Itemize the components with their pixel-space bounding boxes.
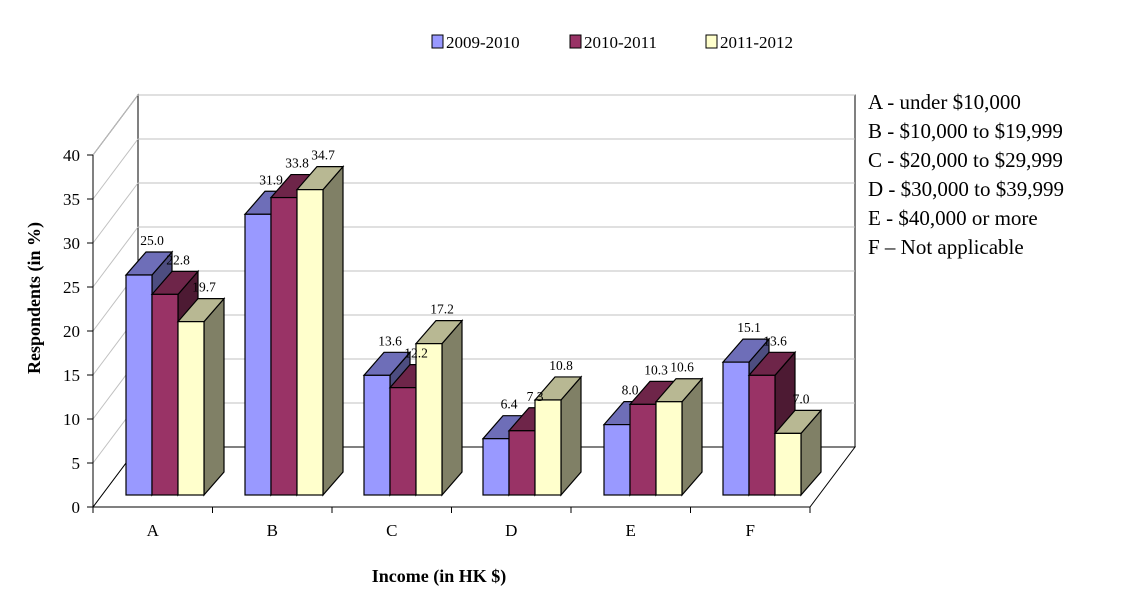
y-tick-label: 35 [63, 190, 80, 209]
gridline [92, 138, 139, 200]
y-tick-label: 20 [63, 322, 80, 341]
data-label: 6.4 [501, 397, 518, 412]
bars [124, 165, 823, 497]
bar-front [389, 387, 417, 496]
bar-side [322, 165, 344, 497]
data-label: 12.2 [404, 346, 428, 361]
x-axis-title: Income (in HK $) [372, 566, 507, 587]
category-key-line: E - $40,000 or more [868, 206, 1038, 230]
legend: 2009-2010 2010-2011 2011-2012 [431, 33, 793, 52]
bar-side [441, 319, 463, 497]
bar-F-2011-2012 [773, 408, 823, 497]
data-label: 13.6 [763, 333, 787, 348]
legend-swatch [431, 34, 444, 49]
legend-swatch [569, 34, 582, 49]
data-label: 8.0 [622, 383, 639, 398]
category-key-line: A - under $10,000 [868, 90, 1021, 114]
bar-front [363, 374, 391, 496]
income-category-key: A - under $10,000 B - $10,000 to $19,999 C… [868, 90, 1064, 259]
bar-front [270, 196, 298, 496]
data-label: 10.6 [670, 360, 694, 375]
bar-front [296, 189, 324, 496]
y-tick-label: 0 [72, 498, 81, 517]
x-tick-label: C [386, 521, 397, 540]
y-tick-label: 10 [63, 410, 80, 429]
data-label: 13.6 [378, 333, 402, 348]
data-label: 31.9 [259, 172, 283, 187]
gridline [92, 226, 139, 288]
category-key-line: F – Not applicable [868, 235, 1024, 259]
category-key-line: D - $30,000 to $39,999 [868, 177, 1064, 201]
bar-front [603, 424, 631, 496]
data-label: 10.8 [549, 358, 573, 373]
bar-front [722, 361, 750, 496]
bar-E-2011-2012 [654, 377, 704, 497]
bar-C-2011-2012 [414, 319, 464, 497]
x-tick-label: F [746, 521, 755, 540]
x-tick-label: D [505, 521, 517, 540]
bar-front [177, 321, 205, 496]
category-key-line: B - $10,000 to $19,999 [868, 119, 1063, 143]
y-axis: 0 5 10 15 20 25 30 35 40 [63, 146, 94, 517]
gridline [92, 182, 139, 244]
bar-front [151, 293, 179, 496]
legend-item-2010-2011: 2010-2011 [569, 33, 657, 52]
bar-front [415, 343, 443, 496]
bar-front [748, 374, 776, 496]
data-label: 34.7 [311, 148, 335, 163]
data-labels: 25.022.819.731.933.834.713.612.217.26.47… [140, 148, 810, 412]
y-tick-label: 5 [72, 454, 81, 473]
x-tick-label: A [147, 521, 160, 540]
data-label: 25.0 [140, 233, 164, 248]
x-tick-label: B [267, 521, 278, 540]
bar-front [655, 401, 683, 496]
legend-item-2011-2012: 2011-2012 [705, 33, 793, 52]
bar-front [774, 432, 802, 496]
data-label: 7.3 [527, 389, 544, 404]
data-label: 19.7 [192, 280, 216, 295]
y-axis-title: Respondents (in %) [24, 222, 45, 374]
legend-swatch [705, 34, 718, 49]
y-tick-label: 25 [63, 278, 80, 297]
data-label: 17.2 [430, 302, 454, 317]
legend-label: 2009-2010 [446, 33, 520, 52]
data-label: 15.1 [737, 320, 761, 335]
bar-front [534, 399, 562, 496]
legend-label: 2010-2011 [584, 33, 657, 52]
y-tick-label: 30 [63, 234, 80, 253]
data-label: 7.0 [793, 391, 810, 406]
x-tick-label: E [626, 521, 636, 540]
bar-front [244, 213, 272, 496]
x-axis: A B C D E F [92, 506, 811, 540]
y-tick-label: 40 [63, 146, 80, 165]
bar-side [203, 297, 225, 497]
data-label: 22.8 [166, 252, 190, 267]
bar-D-2011-2012 [533, 375, 583, 497]
data-label: 10.3 [644, 362, 668, 377]
bar-B-2011-2012 [295, 165, 345, 497]
y-tick-label: 15 [63, 366, 80, 385]
legend-item-2009-2010: 2009-2010 [431, 33, 520, 52]
bar-front [125, 274, 153, 496]
bar-front [482, 438, 510, 496]
gridline [92, 94, 139, 156]
category-key-line: C - $20,000 to $29,999 [868, 148, 1063, 172]
bar-A-2011-2012 [176, 297, 226, 497]
legend-label: 2011-2012 [720, 33, 793, 52]
bar-front [508, 430, 536, 496]
data-label: 33.8 [285, 156, 309, 171]
bar-front [629, 403, 657, 496]
